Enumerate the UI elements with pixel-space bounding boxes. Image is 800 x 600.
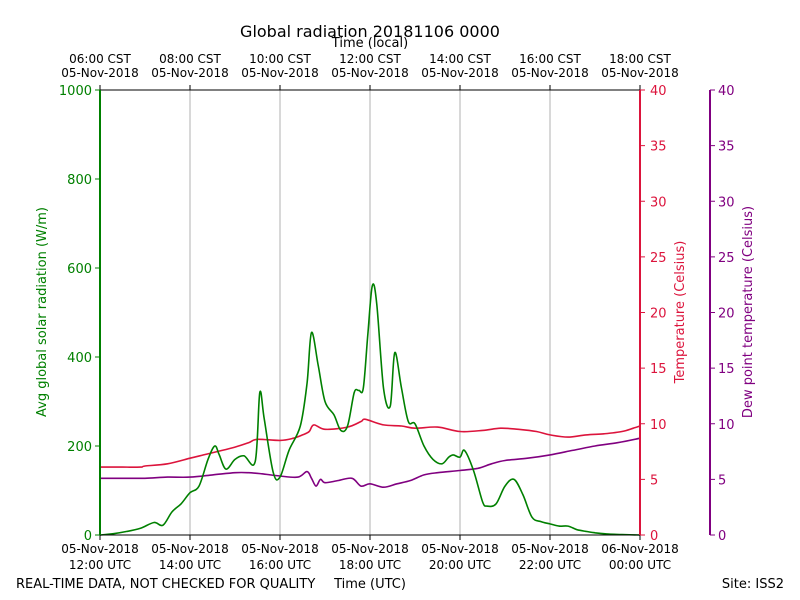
x-tick-bottom-time-0: 12:00 UTC (69, 558, 131, 572)
x-tick-bottom-time-3: 18:00 UTC (339, 558, 401, 572)
dewpoint-line (100, 437, 641, 488)
top-axis-label: Time (local) (331, 36, 408, 51)
y-tick-dew-label-3: 15 (718, 362, 735, 377)
y-tick-left-label-5: 1000 (59, 84, 92, 99)
x-tick-bottom-date-2: 05-Nov-2018 (241, 542, 319, 556)
x-tick-bottom-date-0: 05-Nov-2018 (61, 542, 139, 556)
x-tick-bottom-time-6: 00:00 UTC (609, 558, 671, 572)
y-tick-temp-label-2: 10 (650, 418, 667, 433)
temperature-line (100, 418, 641, 468)
dewpoint-axis-label: Dew point temperature (Celsius) (741, 206, 756, 418)
series-layer (99, 283, 641, 536)
y-tick-left-label-4: 800 (67, 173, 92, 188)
y-tick-dew-label-4: 20 (718, 307, 735, 322)
x-tick-bottom-date-5: 05-Nov-2018 (511, 542, 589, 556)
bottom-axis-label: Time (UTC) (333, 577, 406, 592)
x-tick-top-time-0: 06:00 CST (69, 52, 131, 66)
x-tick-top-time-4: 14:00 CST (429, 52, 491, 66)
x-tick-top-date-4: 05-Nov-2018 (421, 66, 499, 80)
y-tick-temp-label-4: 20 (650, 307, 667, 322)
ticks-layer: 05-Nov-2018 12:00 UTC 05-Nov-2018 14:00 UTC… (59, 52, 735, 572)
y-tick-dew-label-5: 25 (718, 251, 735, 266)
y-tick-left-label-2: 400 (67, 351, 92, 366)
y-tick-temp-label-6: 30 (650, 195, 667, 210)
x-tick-top-time-6: 18:00 CST (609, 52, 671, 66)
x-tick-bottom-time-1: 14:00 UTC (159, 558, 221, 572)
y-tick-dew-label-0: 0 (718, 529, 726, 544)
y-tick-dew-label-2: 10 (718, 418, 735, 433)
y-tick-temp-label-5: 25 (650, 251, 667, 266)
y-tick-temp-label-0: 0 (650, 529, 658, 544)
x-tick-top-time-5: 16:00 CST (519, 52, 581, 66)
y-tick-temp-label-3: 15 (650, 362, 667, 377)
chart-title: Global radiation 20181106 0000 (240, 22, 500, 41)
x-tick-bottom-time-2: 16:00 UTC (249, 558, 311, 572)
y-tick-left-label-0: 0 (84, 529, 92, 544)
x-tick-top-date-5: 05-Nov-2018 (511, 66, 589, 80)
site-label: Site: ISS2 (722, 577, 784, 592)
x-tick-top-time-3: 12:00 CST (339, 52, 401, 66)
x-tick-top-date-3: 05-Nov-2018 (331, 66, 409, 80)
x-tick-bottom-date-6: 06-Nov-2018 (601, 542, 679, 556)
x-tick-bottom-date-4: 05-Nov-2018 (421, 542, 499, 556)
quality-note: REAL-TIME DATA, NOT CHECKED FOR QUALITY (16, 577, 315, 592)
y-tick-dew-label-6: 30 (718, 195, 735, 210)
x-tick-top-time-1: 08:00 CST (159, 52, 221, 66)
y-tick-temp-label-7: 35 (650, 140, 667, 155)
y-tick-dew-label-8: 40 (718, 84, 735, 99)
x-tick-top-date-2: 05-Nov-2018 (241, 66, 319, 80)
x-tick-bottom-time-5: 22:00 UTC (519, 558, 581, 572)
x-tick-top-time-2: 10:00 CST (249, 52, 311, 66)
x-tick-bottom-date-1: 05-Nov-2018 (151, 542, 229, 556)
y-tick-dew-label-7: 35 (718, 140, 735, 155)
y-tick-temp-label-8: 40 (650, 84, 667, 99)
x-tick-bottom-date-3: 05-Nov-2018 (331, 542, 409, 556)
x-tick-bottom-time-4: 20:00 UTC (429, 558, 491, 572)
x-tick-top-date-0: 05-Nov-2018 (61, 66, 139, 80)
x-tick-top-date-1: 05-Nov-2018 (151, 66, 229, 80)
y-tick-temp-label-1: 5 (650, 473, 658, 488)
temperature-axis-label: Temperature (Celsius) (673, 241, 688, 385)
y-tick-left-label-1: 200 (67, 440, 92, 455)
y-tick-dew-label-1: 5 (718, 473, 726, 488)
radiation-line (99, 283, 641, 536)
x-tick-top-date-6: 05-Nov-2018 (601, 66, 679, 80)
radiation-axis-label: Avg global solar radiation (W/m) (35, 207, 50, 417)
y-tick-left-label-3: 600 (67, 262, 92, 277)
